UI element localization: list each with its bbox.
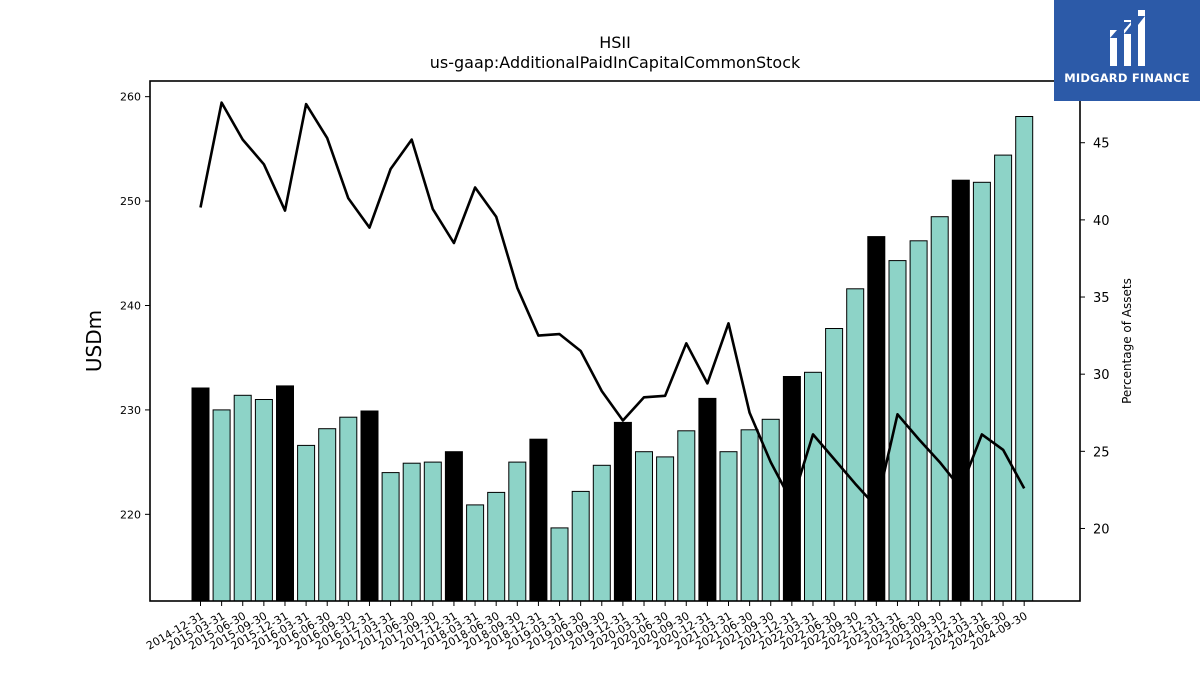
bar-quarterly [423,461,442,602]
bar-annual [191,387,210,602]
y2-tick-label: 20 [1093,522,1110,537]
y2-axis-label: Percentage of Assets [1120,278,1134,404]
bar-annual [698,397,717,602]
bar-annual [360,410,379,602]
bar-quarterly [740,429,759,602]
brand-name: MIDGARD FINANCE [1064,71,1190,85]
y-tick-label: 250 [120,195,141,208]
bar-quarterly [635,451,653,602]
bar-quarterly [994,154,1013,602]
bar-quarterly [592,464,611,602]
bar-quarterly [571,490,590,602]
plot-frame [149,80,1081,602]
brand-logo: MIDGARD FINANCE [1054,0,1200,101]
bar-quarterly [381,472,400,602]
bar-quarterly [254,399,273,602]
bar-quarterly [846,288,865,602]
y-tick-label: 220 [120,508,141,521]
bar-quarterly [656,456,675,602]
y2-tick-label: 40 [1093,214,1110,229]
percentage-line [199,101,1026,509]
bar-quarterly [719,451,738,602]
bar-annual [613,421,632,602]
line-series [199,101,1026,509]
bar-quarterly [1015,116,1034,602]
y-tick-label: 240 [120,299,141,312]
bar-quarterly [487,491,506,602]
y-tick-label: 230 [120,404,141,417]
y2-tick-label: 45 [1093,137,1110,152]
axes: 2202302402502602025303540452014-12-31201… [120,80,1110,653]
bar-quarterly [550,527,569,602]
bar-quarterly [233,394,252,602]
bar-annual [444,451,463,602]
bar-quarterly [466,504,485,602]
bar-quarterly [972,181,991,602]
bar-annual [867,236,886,602]
midgard-logo-icon [1110,10,1145,66]
chart-subtitle: us-gaap:AdditionalPaidInCapitalCommonSto… [430,53,801,72]
y2-tick-label: 35 [1093,291,1110,306]
y2-tick-label: 30 [1093,368,1110,383]
bar-quarterly [804,371,822,602]
bar-quarterly [909,240,928,602]
bar-annual [951,179,970,602]
bar-quarterly [402,462,421,602]
bar-quarterly [212,409,231,602]
bar-quarterly [318,428,337,602]
bar-quarterly [297,444,316,602]
bar-quarterly [339,416,358,602]
bar-quarterly [508,461,527,602]
bar-quarterly [677,430,696,602]
bar-quarterly [930,216,949,602]
bar-annual [529,438,548,602]
bar-annual [276,385,294,602]
y-axis-label: USDm [82,310,106,372]
y-tick-label: 260 [120,91,141,104]
y2-tick-label: 25 [1093,445,1110,460]
bar-series [191,116,1034,602]
chart-title: HSII [599,33,631,52]
bar-quarterly [888,260,907,602]
